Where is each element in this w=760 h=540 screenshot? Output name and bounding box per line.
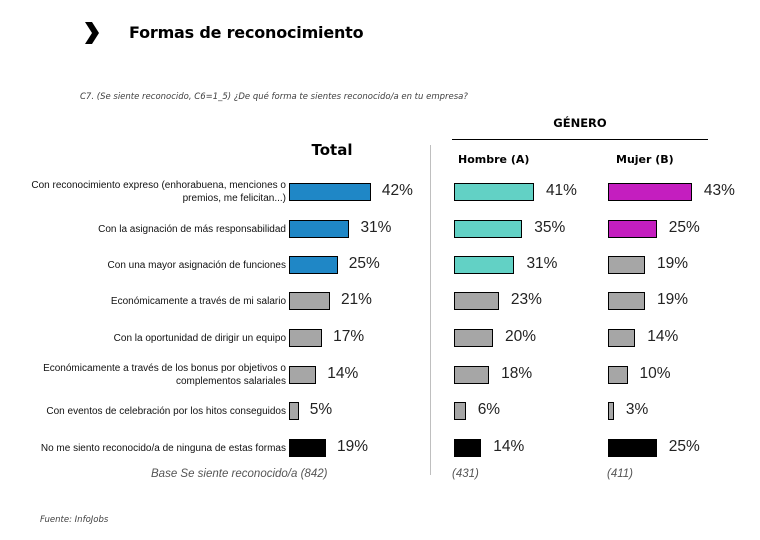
- mujer-value-label: 25%: [668, 438, 700, 455]
- total-bar: [289, 366, 317, 384]
- total-bar: [289, 292, 330, 310]
- total-value-label: 17%: [333, 328, 365, 345]
- category-label: Con eventos de celebración por los hitos…: [46, 405, 286, 417]
- total-value-label: 42%: [381, 182, 413, 199]
- hombre-bar: [454, 292, 499, 310]
- total-bar: [289, 439, 327, 457]
- mujer-column-header: Mujer (B): [616, 153, 674, 166]
- total-base-label: Base Se siente reconocido/a (842): [151, 468, 328, 480]
- mujer-value-label: 3%: [625, 401, 649, 418]
- gender-group-underline: [452, 139, 708, 140]
- hombre-value-label: 20%: [505, 328, 537, 345]
- hombre-value-label: 14%: [493, 438, 525, 455]
- total-bar: [289, 183, 371, 201]
- page-title: Formas de reconocimiento: [129, 23, 364, 42]
- total-bar: [289, 402, 299, 420]
- hombre-value-label: 6%: [477, 401, 501, 418]
- hombre-bar: [454, 366, 490, 384]
- total-value-label: 19%: [337, 438, 369, 455]
- hombre-bar: [454, 220, 523, 238]
- total-value-label: 25%: [348, 255, 380, 272]
- mujer-value-label: 43%: [703, 182, 735, 199]
- category-label: Económicamente a través de mi salario: [110, 295, 286, 307]
- mujer-bar: [608, 402, 614, 420]
- total-bar: [289, 256, 338, 274]
- hombre-column-header: Hombre (A): [458, 153, 530, 166]
- total-value-label: 21%: [340, 291, 372, 308]
- mujer-base-label: (411): [607, 468, 633, 480]
- category-label: Con una mayor asignación de funciones: [107, 259, 286, 271]
- category-label: Económicamente a través de los bonus por…: [43, 363, 286, 387]
- hombre-bar: [454, 402, 466, 420]
- category-label: No me siento reconocido/a de ninguna de …: [40, 442, 286, 454]
- hombre-bar: [454, 329, 493, 347]
- hombre-bar: [454, 439, 482, 457]
- category-label: Con la oportunidad de dirigir un equipo: [113, 332, 286, 344]
- hombre-base-label: (431): [452, 468, 479, 480]
- hombre-bar: [454, 183, 534, 201]
- mujer-value-label: 19%: [657, 291, 689, 308]
- mujer-bar: [608, 256, 646, 274]
- total-value-label: 14%: [327, 365, 359, 382]
- mujer-bar: [608, 183, 692, 201]
- hombre-value-label: 23%: [510, 291, 542, 308]
- mujer-bar: [608, 292, 646, 310]
- survey-question: C7. (Se siente reconocido, C6=1_5) ¿De q…: [80, 92, 468, 102]
- category-label: Con reconocimiento expreso (enhorabuena,…: [31, 180, 286, 204]
- mujer-value-label: 25%: [668, 219, 700, 236]
- category-label: Con la asignación de más responsabilidad: [98, 223, 286, 235]
- mujer-bar: [608, 220, 657, 238]
- total-bar: [289, 220, 350, 238]
- column-divider: [430, 145, 431, 475]
- hombre-value-label: 35%: [534, 219, 566, 236]
- total-bar: [289, 329, 323, 347]
- mujer-value-label: 10%: [639, 365, 671, 382]
- mujer-value-label: 19%: [657, 255, 689, 272]
- mujer-bar: [608, 366, 628, 384]
- hombre-value-label: 18%: [501, 365, 533, 382]
- mujer-value-label: 14%: [647, 328, 679, 345]
- total-value-label: 5%: [309, 401, 333, 418]
- mujer-bar: [608, 329, 636, 347]
- total-value-label: 31%: [360, 219, 392, 236]
- mujer-bar: [608, 439, 657, 457]
- hombre-bar: [454, 256, 515, 274]
- total-column-header: Total: [311, 141, 353, 159]
- gender-group-label: GÉNERO: [553, 116, 607, 130]
- chevron-right-icon: [85, 22, 99, 44]
- hombre-value-label: 41%: [545, 182, 577, 199]
- hombre-value-label: 31%: [526, 255, 558, 272]
- source-note: Fuente: InfoJobs: [40, 515, 109, 525]
